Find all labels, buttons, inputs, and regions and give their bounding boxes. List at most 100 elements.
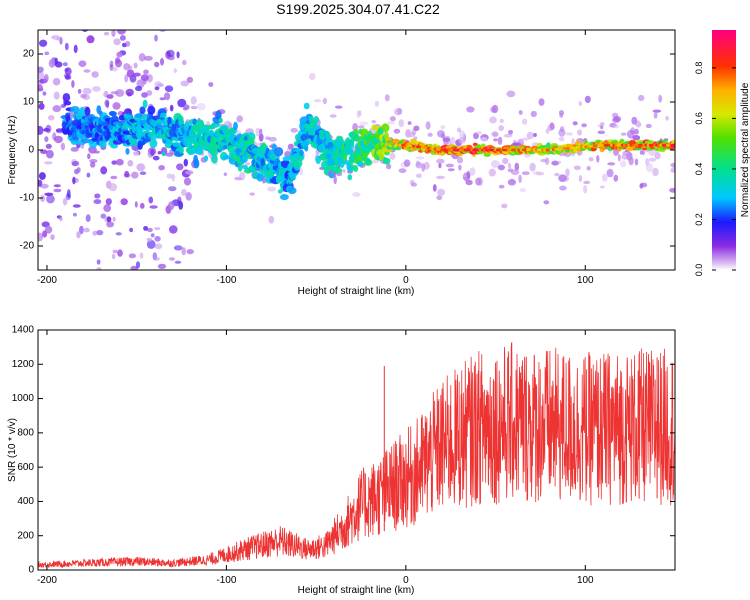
spectrogram-background-blob bbox=[44, 161, 53, 165]
spectrogram-background-blob bbox=[560, 126, 565, 133]
spectrogram-background-blob bbox=[64, 42, 69, 51]
spectrogram-ylabel: Frequency (Hz) bbox=[7, 116, 18, 185]
spectrogram-background-blob bbox=[133, 62, 138, 69]
spectrogram-background-blob bbox=[76, 167, 81, 173]
spectrogram-background-blob bbox=[139, 252, 144, 259]
spectrogram-background-blob bbox=[115, 158, 124, 166]
spectrogram-background-blob bbox=[183, 323, 188, 328]
spectrogram-background-blob bbox=[115, 232, 122, 236]
spectrogram-ridge-blob bbox=[556, 150, 562, 155]
spectrogram-background-blob bbox=[106, 216, 112, 223]
spectrogram-background-blob bbox=[143, 69, 149, 75]
colorbar-tick-label: 0.2 bbox=[694, 213, 704, 226]
spectrogram-background-blob bbox=[334, 105, 343, 109]
colorbar-tick-label: 0.8 bbox=[694, 62, 704, 75]
spectrogram-background-blob bbox=[59, 36, 63, 45]
spectrogram-background-blob bbox=[425, 121, 431, 130]
spectrogram-background-blob bbox=[168, 257, 176, 261]
spectrogram-background-blob bbox=[102, 92, 109, 98]
spectrogram-ridge-blob bbox=[98, 140, 107, 148]
spectrogram-background-blob bbox=[125, 40, 131, 47]
spectrogram-background-blob bbox=[52, 132, 57, 141]
spectrogram-background-blob bbox=[630, 127, 635, 135]
spectrogram-background-blob bbox=[538, 98, 545, 106]
spectrogram-background-blob bbox=[173, 245, 183, 251]
spectrogram-background-blob bbox=[70, 147, 79, 152]
snr-ytick-label: 200 bbox=[17, 530, 34, 541]
spectrogram-background-blob bbox=[572, 121, 578, 126]
spectrogram-background-blob bbox=[128, 65, 133, 69]
spectrogram-background-blob bbox=[613, 124, 620, 129]
spectrogram-background-blob bbox=[183, 104, 190, 110]
spectrogram-ridge-blob bbox=[280, 194, 289, 201]
spectrogram-background-blob bbox=[581, 123, 587, 128]
colorbar-tick-label: 0.6 bbox=[694, 112, 704, 125]
spectrogram-background-blob bbox=[112, 249, 118, 254]
spectrogram-background-blob bbox=[529, 162, 536, 172]
spectrogram-background-blob bbox=[64, 67, 72, 76]
spectrogram-background-blob bbox=[389, 152, 396, 160]
spectrogram-background-blob bbox=[508, 130, 513, 135]
spectrogram-background-blob bbox=[59, 216, 63, 221]
spectrogram-background-blob bbox=[111, 160, 117, 165]
spectrogram-background-blob bbox=[173, 68, 177, 74]
spectrogram-background-blob bbox=[514, 162, 520, 171]
spectrogram-background-blob bbox=[393, 128, 401, 134]
spectrogram-background-blob bbox=[518, 174, 522, 184]
colorbar-label: Normalized spectral amplitude bbox=[740, 82, 750, 217]
spectrogram-background-blob bbox=[658, 94, 663, 103]
spectrogram-background-blob bbox=[600, 122, 605, 127]
spectrogram-background-blob bbox=[530, 110, 537, 118]
spectrogram-background-blob bbox=[157, 151, 162, 155]
spectrogram-background-blob bbox=[144, 55, 153, 61]
spectrogram-background-blob bbox=[653, 111, 658, 119]
spectrogram-background-blob bbox=[154, 86, 160, 91]
spectrogram-background-blob bbox=[58, 23, 62, 29]
snr-xtick-label: -100 bbox=[216, 575, 236, 586]
spectrogram-ridge-blob bbox=[304, 144, 309, 152]
spectrogram-background-blob bbox=[223, 172, 227, 176]
spectrogram-background-blob bbox=[146, 239, 156, 249]
spectrogram-background-blob bbox=[445, 163, 454, 168]
spectrogram-background-blob bbox=[268, 136, 277, 142]
spectrogram-background-blob bbox=[128, 253, 136, 259]
spectrogram-ridge-blob bbox=[335, 139, 345, 144]
spectrogram-background-blob bbox=[71, 80, 75, 88]
spectrogram-background-blob bbox=[154, 227, 161, 231]
spectrogram-ridge-blob bbox=[241, 164, 248, 170]
spectrogram-background-blob bbox=[185, 170, 194, 175]
spectrogram-background-blob bbox=[92, 230, 98, 236]
spectrogram-background-blob bbox=[634, 128, 639, 135]
spectrogram-background-blob bbox=[105, 18, 110, 23]
spectrogram-background-blob bbox=[268, 215, 275, 224]
spectrogram-background-blob bbox=[36, 0, 41, 3]
spectrogram-background-blob bbox=[490, 106, 496, 113]
spectrogram-background-blob bbox=[543, 200, 550, 205]
spectrogram-background-blob bbox=[117, 249, 123, 257]
spectrogram-background-blob bbox=[105, 198, 112, 206]
spectrogram-background-blob bbox=[76, 231, 81, 239]
spectrogram-background-blob bbox=[168, 201, 175, 211]
spectrogram-background-blob bbox=[52, 105, 62, 113]
spectrogram-background-blob bbox=[558, 174, 567, 182]
spectrogram-background-blob bbox=[258, 133, 264, 142]
spectrogram-background-blob bbox=[67, 74, 72, 80]
spectrogram-background-blob bbox=[466, 170, 471, 179]
spectrogram-background-blob bbox=[545, 128, 550, 135]
colorbar-tick-label: 0.4 bbox=[694, 163, 704, 176]
spectrogram-background-blob bbox=[480, 137, 488, 142]
spectrogram-ridge-blob bbox=[81, 138, 91, 144]
spectrogram-background-blob bbox=[573, 165, 581, 171]
spectrogram-background-blob bbox=[176, 163, 184, 171]
snr-ytick-label: 800 bbox=[17, 427, 34, 438]
spectrogram-background-blob bbox=[583, 184, 588, 194]
spectrogram-background-blob bbox=[600, 125, 604, 130]
spectrogram-background-blob bbox=[522, 118, 528, 125]
spectrogram-background-blob bbox=[136, 163, 146, 172]
spectrogram-background-blob bbox=[384, 94, 390, 102]
spectrogram-ridge-blob bbox=[147, 105, 156, 115]
spectrogram-background-blob bbox=[86, 172, 91, 178]
spectrogram-background-blob bbox=[652, 109, 662, 113]
spectrogram-background-blob bbox=[45, 143, 52, 149]
spectrogram-background-blob bbox=[62, 197, 68, 206]
